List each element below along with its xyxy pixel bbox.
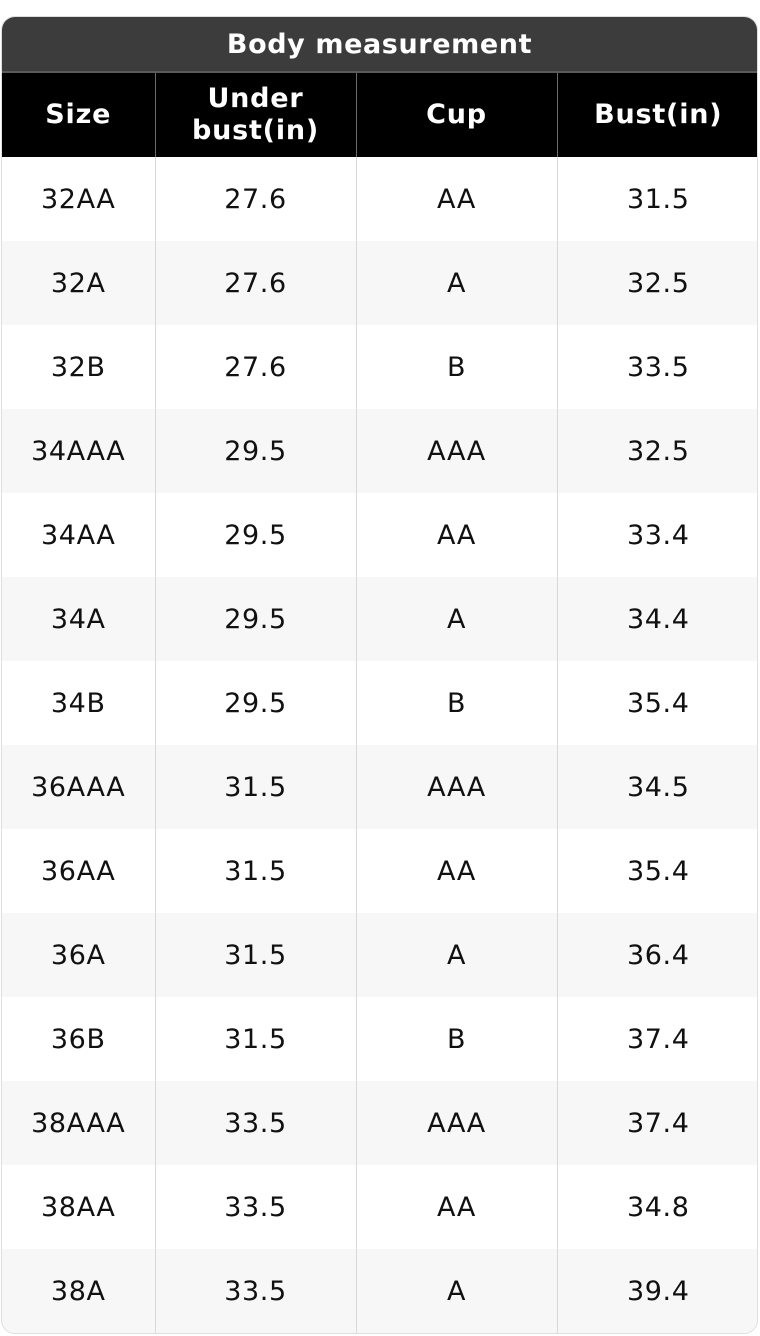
cell-bust: 32.5	[556, 409, 757, 493]
header-row: Size Under bust(in) Cup Bust(in)	[2, 73, 757, 157]
table-header: Size Under bust(in) Cup Bust(in)	[2, 73, 757, 157]
table-row: 38AAA 33.5 AAA 37.4	[2, 1081, 757, 1165]
cell-size: 38AA	[2, 1165, 155, 1249]
cell-bust: 32.5	[556, 241, 757, 325]
table-row: 32A 27.6 A 32.5	[2, 241, 757, 325]
table-row: 34AAA 29.5 AAA 32.5	[2, 409, 757, 493]
cell-under-bust: 31.5	[154, 997, 356, 1081]
cell-cup: A	[355, 913, 557, 997]
header-under-bust-line1: Under	[207, 83, 304, 114]
table-body: 32AA 27.6 AA 31.5 32A 27.6 A 32.5 32B 27…	[2, 157, 757, 1333]
cell-under-bust: 27.6	[154, 325, 356, 409]
cell-under-bust: 27.6	[154, 157, 356, 241]
cell-size: 36A	[2, 913, 155, 997]
cell-size: 34A	[2, 577, 155, 661]
cell-bust: 33.5	[556, 325, 757, 409]
cell-bust: 35.4	[556, 661, 757, 745]
cell-bust: 35.4	[556, 829, 757, 913]
cell-under-bust: 33.5	[154, 1249, 356, 1333]
cell-under-bust: 31.5	[154, 829, 356, 913]
cell-cup: AA	[355, 1165, 557, 1249]
cell-size: 32A	[2, 241, 155, 325]
cell-cup: B	[355, 661, 557, 745]
cell-cup: AA	[355, 493, 557, 577]
cell-size: 36AAA	[2, 745, 155, 829]
cell-cup: AAA	[355, 745, 557, 829]
cell-bust: 37.4	[556, 997, 757, 1081]
cell-bust: 34.8	[556, 1165, 757, 1249]
table-row: 34AA 29.5 AA 33.4	[2, 493, 757, 577]
header-size: Size	[2, 73, 155, 157]
cell-cup: B	[355, 325, 557, 409]
header-under-bust-line2: bust(in)	[191, 115, 320, 146]
cell-bust: 33.4	[556, 493, 757, 577]
table-row: 36AA 31.5 AA 35.4	[2, 829, 757, 913]
size-chart-card: Body measurement Size Under bust(in) Cup…	[1, 16, 758, 1334]
cell-size: 38A	[2, 1249, 155, 1333]
table-title: Body measurement	[2, 17, 757, 73]
cell-bust: 39.4	[556, 1249, 757, 1333]
cell-cup: AA	[355, 157, 557, 241]
cell-under-bust: 33.5	[154, 1081, 356, 1165]
cell-cup: AA	[355, 829, 557, 913]
cell-cup: A	[355, 1249, 557, 1333]
cell-under-bust: 29.5	[154, 661, 356, 745]
header-cup: Cup	[355, 73, 557, 157]
cell-size: 38AAA	[2, 1081, 155, 1165]
cell-size: 36B	[2, 997, 155, 1081]
table-row: 36A 31.5 A 36.4	[2, 913, 757, 997]
table-row: 36B 31.5 B 37.4	[2, 997, 757, 1081]
header-bust: Bust(in)	[556, 73, 757, 157]
cell-under-bust: 29.5	[154, 409, 356, 493]
cell-under-bust: 27.6	[154, 241, 356, 325]
cell-size: 34B	[2, 661, 155, 745]
table-row: 38A 33.5 A 39.4	[2, 1249, 757, 1333]
size-chart-table: Size Under bust(in) Cup Bust(in) 32AA 27…	[2, 73, 757, 1333]
cell-bust: 34.4	[556, 577, 757, 661]
table-row: 34A 29.5 A 34.4	[2, 577, 757, 661]
cell-under-bust: 33.5	[154, 1165, 356, 1249]
table-row: 32B 27.6 B 33.5	[2, 325, 757, 409]
cell-bust: 37.4	[556, 1081, 757, 1165]
cell-under-bust: 29.5	[154, 577, 356, 661]
cell-bust: 34.5	[556, 745, 757, 829]
cell-cup: AAA	[355, 1081, 557, 1165]
header-under-bust: Under bust(in)	[154, 73, 356, 157]
cell-bust: 31.5	[556, 157, 757, 241]
cell-under-bust: 31.5	[154, 913, 356, 997]
cell-bust: 36.4	[556, 913, 757, 997]
cell-cup: B	[355, 997, 557, 1081]
cell-cup: A	[355, 577, 557, 661]
cell-cup: A	[355, 241, 557, 325]
table-row: 36AAA 31.5 AAA 34.5	[2, 745, 757, 829]
cell-size: 34AA	[2, 493, 155, 577]
table-row: 32AA 27.6 AA 31.5	[2, 157, 757, 241]
cell-size: 32AA	[2, 157, 155, 241]
cell-cup: AAA	[355, 409, 557, 493]
cell-size: 34AAA	[2, 409, 155, 493]
cell-size: 32B	[2, 325, 155, 409]
cell-size: 36AA	[2, 829, 155, 913]
table-row: 38AA 33.5 AA 34.8	[2, 1165, 757, 1249]
cell-under-bust: 31.5	[154, 745, 356, 829]
table-row: 34B 29.5 B 35.4	[2, 661, 757, 745]
cell-under-bust: 29.5	[154, 493, 356, 577]
